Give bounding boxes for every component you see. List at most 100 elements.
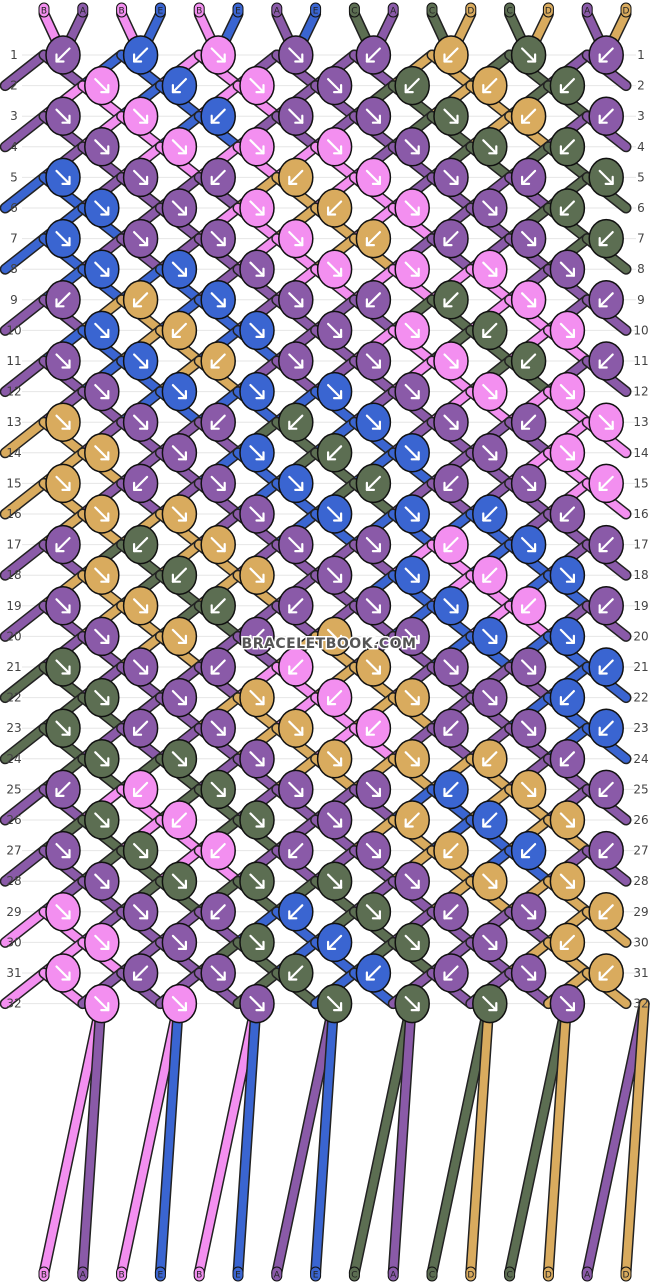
arrow-head-icon: [255, 83, 265, 94]
arrow-down-right-icon: [171, 200, 187, 216]
arrow-head-icon: [333, 267, 343, 277]
knot: [200, 35, 236, 75]
arrow-head-icon: [449, 665, 459, 675]
arrow-head-icon: [520, 604, 531, 614]
bottom-strand-label-chip: [310, 1266, 322, 1282]
arrow-down-left-icon: [249, 628, 265, 645]
arrow-head-icon: [565, 879, 576, 889]
knot: [472, 494, 508, 534]
knot: [278, 157, 314, 198]
arrow-head-icon: [327, 206, 337, 216]
knot: [394, 677, 430, 718]
row-number-right: 30: [633, 935, 648, 949]
knot: [433, 892, 469, 932]
top-strand-label-chip: [348, 2, 360, 18]
arrow-down-left-icon: [210, 353, 226, 369]
arrow-head-icon: [565, 267, 576, 277]
arrow-head-icon: [482, 818, 492, 828]
arrow-head-icon: [371, 848, 381, 859]
arrow-down-left-icon: [598, 720, 614, 736]
knot: [200, 96, 236, 136]
arrow-down-right-icon: [94, 506, 110, 522]
arrow-down-right-icon: [559, 812, 576, 828]
arrow-down-left-icon: [598, 475, 614, 491]
knot: [316, 983, 353, 1024]
knot: [161, 494, 198, 534]
arrow-head-icon: [333, 634, 343, 645]
arrow-head-icon: [488, 145, 498, 155]
arrow-down-right-icon: [94, 751, 110, 767]
knot: [433, 280, 469, 320]
arrow-head-icon: [294, 114, 304, 124]
arrow-head-icon: [365, 726, 375, 736]
arrow-down-right-icon: [133, 231, 149, 247]
arrow-head-icon: [559, 512, 570, 522]
arrow-head-icon: [177, 206, 187, 216]
knot: [84, 677, 120, 718]
arrow-down-left-icon: [559, 139, 576, 155]
arrow-down-right-icon: [520, 659, 537, 675]
arrow-head-icon: [100, 757, 110, 767]
knot: [200, 830, 236, 871]
arrow-head-icon: [171, 818, 181, 828]
knot: [161, 310, 198, 351]
arrow-head-icon: [333, 1001, 343, 1012]
bottom-strand-label: C: [429, 1271, 435, 1281]
arrow-head-icon: [294, 787, 304, 798]
knot: [355, 341, 392, 381]
top-strand-label-chip: [154, 2, 166, 18]
arrow-head-icon: [488, 1001, 498, 1012]
knot: [200, 218, 236, 259]
knot: [510, 769, 547, 810]
knot: [394, 983, 430, 1024]
row-number-left: 27: [6, 844, 21, 858]
arrow-down-left-icon: [443, 965, 459, 981]
arrow-down-right-icon: [171, 628, 187, 645]
knot: [394, 249, 430, 289]
arrow-down-left-icon: [133, 720, 149, 736]
arrow-down-right-icon: [249, 200, 265, 216]
knot: [433, 708, 469, 748]
arrow-down-right-icon: [210, 475, 226, 491]
arrow-head-icon: [61, 420, 71, 430]
bottom-strand-label-chip: [465, 1266, 477, 1282]
row-number-right: 7: [637, 232, 645, 246]
arrow-head-icon: [55, 542, 65, 553]
row-number-left: 17: [6, 538, 21, 552]
knot: [510, 953, 547, 993]
arrow-head-icon: [294, 359, 304, 369]
knot: [239, 983, 275, 1024]
arrow-down-left-icon: [598, 292, 614, 308]
arrow-down-left-icon: [365, 720, 381, 736]
top-strand-label-chip: [77, 2, 89, 18]
bottom-strand-label-chip: [38, 1266, 50, 1282]
watermark-shadow: BRACELETBOOK.COM: [242, 636, 417, 652]
arrow-head-icon: [61, 237, 71, 247]
arrow-head-icon: [100, 634, 110, 645]
arrow-head-icon: [288, 175, 298, 185]
knot: [161, 433, 198, 473]
arrow-head-icon: [488, 267, 498, 277]
row-number-right: 19: [633, 599, 648, 613]
arrow-head-icon: [333, 512, 343, 522]
arrow-head-icon: [526, 298, 537, 308]
arrow-down-right-icon: [94, 200, 110, 216]
arrow-head-icon: [333, 328, 343, 338]
knot: [84, 983, 120, 1024]
strand-segment: [272, 999, 338, 1277]
arrow-head-icon: [371, 420, 381, 430]
arrow-down-left-icon: [365, 475, 381, 491]
arrow-head-icon: [410, 940, 420, 951]
arrow-head-icon: [559, 83, 570, 94]
arrow-head-icon: [598, 237, 608, 247]
knot: [316, 249, 353, 289]
arrow-down-right-icon: [404, 445, 420, 461]
top-strand-label-chip: [387, 2, 399, 18]
arrow-head-icon: [216, 481, 226, 491]
row-number-left: 23: [6, 721, 21, 735]
arrow-head-icon: [604, 420, 614, 430]
arrow-down-right-icon: [210, 781, 226, 798]
strand-segment: [195, 999, 261, 1277]
arrow-head-icon: [559, 940, 570, 951]
arrow-head-icon: [177, 695, 187, 706]
